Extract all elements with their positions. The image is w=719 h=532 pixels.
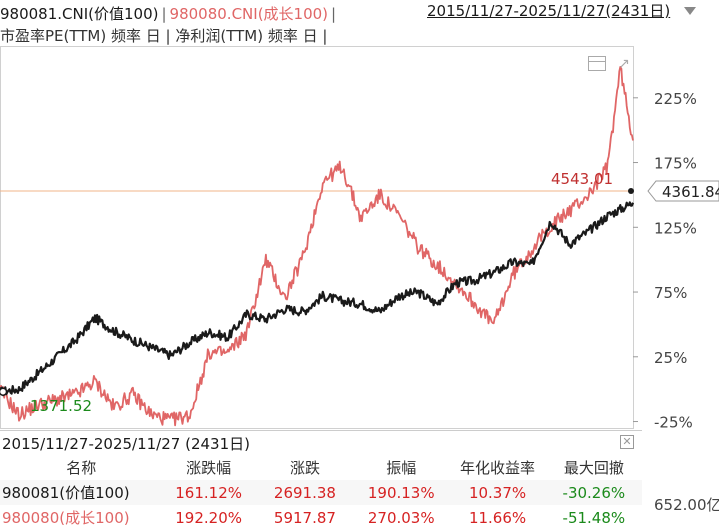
row-chg-pct: 192.20%	[175, 508, 243, 527]
col-header[interactable]: 最大回撤	[563, 459, 624, 477]
date-range-selector[interactable]: 2015/11/27-2025/11/27(2431日)	[427, 0, 670, 21]
y-tick-label: -25%	[654, 414, 693, 432]
chart-header: 980081.CNI(价值100) | 980080.CNI(成长100) |	[0, 3, 719, 25]
current-marker	[628, 188, 634, 195]
legend-series1[interactable]: 980081.CNI(价值100)	[0, 5, 159, 23]
row-amp: 270.03%	[367, 508, 435, 527]
row-mdd: -51.48%	[562, 508, 626, 527]
row-chg: 5917.87	[273, 508, 336, 527]
row-annual: 11.66%	[468, 508, 527, 527]
bottom-right-label: 652.00亿	[654, 496, 719, 514]
table-header-row: 名称 涨跌幅 涨跌 振幅 年化收益率 最大回撤	[0, 455, 642, 480]
start-marker	[0, 387, 8, 396]
y-tick-label: 175%	[654, 155, 697, 173]
table-row[interactable]: 980080(成长100) 192.20% 5917.87 270.03% 11…	[0, 505, 642, 530]
close-icon[interactable]: ✕	[620, 435, 634, 449]
current-value-label: 4361.84	[662, 183, 719, 201]
stats-panel: 2015/11/27-2025/11/27 (2431日) ✕ 名称 涨跌幅 涨…	[0, 430, 642, 532]
dropdown-caret-icon[interactable]	[684, 7, 696, 15]
col-header[interactable]: 涨跌幅	[186, 459, 232, 477]
legend-separator: |	[161, 5, 167, 23]
row-name: 980080(成长100)	[2, 509, 130, 527]
y-tick-label: 25%	[654, 349, 687, 367]
legend-series2[interactable]: 980080.CNI(成长100)	[169, 5, 329, 23]
row-chg-pct: 161.12%	[175, 483, 243, 502]
y-tick-label: 225%	[654, 90, 697, 108]
current-value-tag	[647, 180, 719, 202]
row-annual: 10.37%	[468, 483, 527, 502]
plot-frame	[0, 46, 634, 429]
row-mdd: -30.26%	[562, 483, 626, 502]
row-chg: 2691.38	[273, 483, 336, 502]
y-tick-label: 75%	[654, 284, 687, 302]
col-header[interactable]: 名称	[66, 459, 97, 477]
series-line	[0, 66, 634, 427]
row-amp: 190.13%	[367, 483, 435, 502]
date-range-label[interactable]: 2015/11/27-2025/11/27(2431日)	[427, 2, 671, 20]
table-row[interactable]: 980081(价值100) 161.12% 2691.38 190.13% 10…	[0, 480, 642, 505]
y-tick-label: 125%	[654, 219, 697, 237]
col-header[interactable]: 振幅	[386, 459, 417, 477]
col-header[interactable]: 年化收益率	[460, 459, 536, 477]
min-value-label: 1371.52	[30, 397, 92, 415]
stats-table: 名称 涨跌幅 涨跌 振幅 年化收益率 最大回撤 980081(价值100) 16…	[0, 455, 642, 530]
arrow-icon[interactable]: ↗	[618, 56, 630, 72]
row-name: 980081(价值100)	[2, 484, 130, 502]
window-icon[interactable]	[588, 56, 606, 71]
legend-separator-2: |	[331, 5, 337, 23]
ref-value-label: 4543.01	[551, 170, 613, 188]
stats-title: 2015/11/27-2025/11/27 (2431日)	[2, 435, 250, 453]
col-header[interactable]: 涨跌	[289, 459, 320, 477]
indicator-line: 市盈率PE(TTM) 频率 日 | 净利润(TTM) 频率 日 |	[0, 27, 328, 45]
series-line	[0, 201, 635, 397]
